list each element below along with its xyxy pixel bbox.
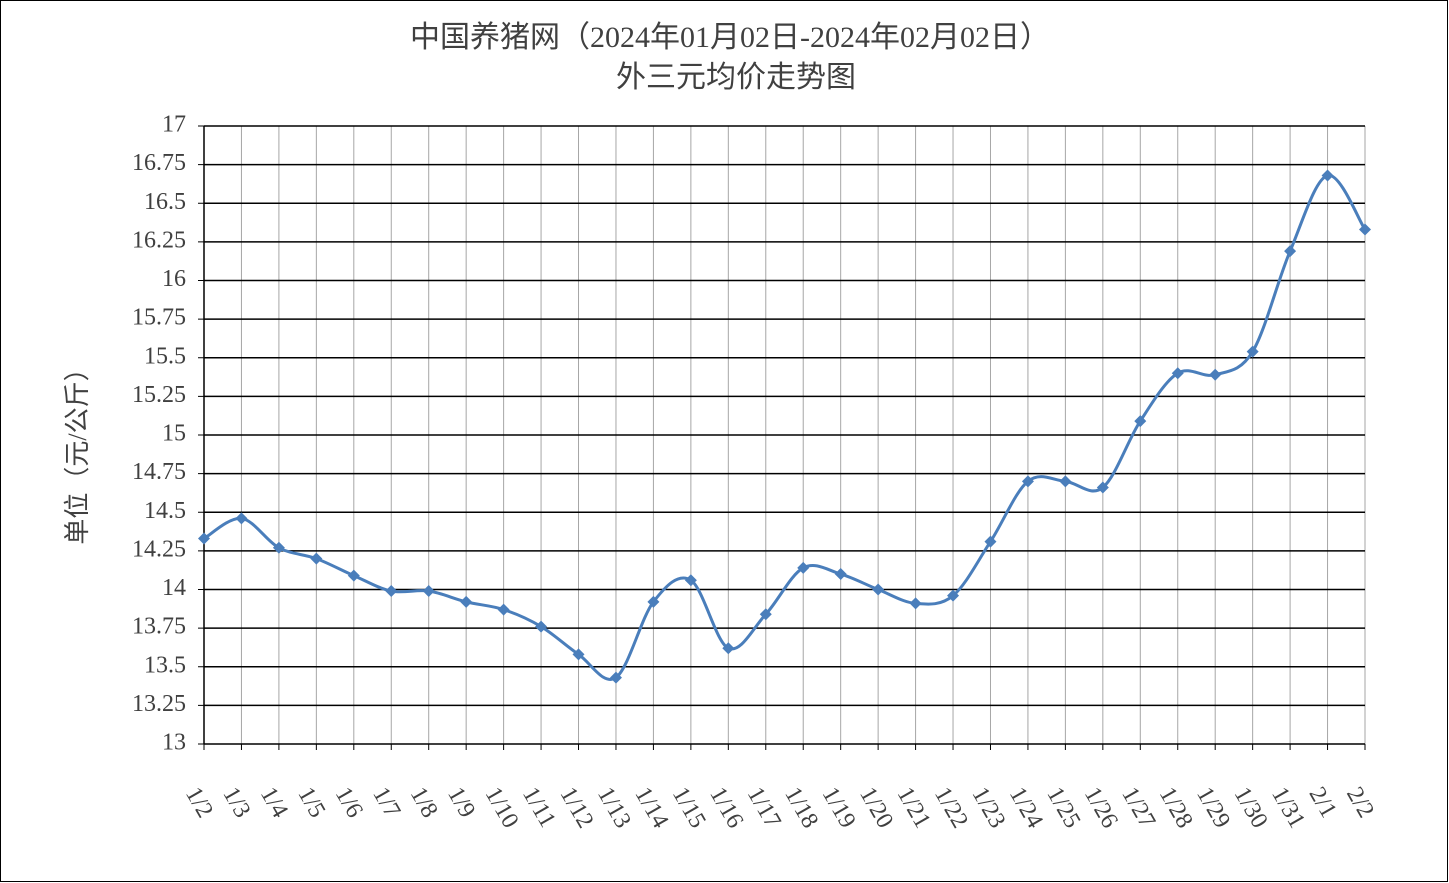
marker	[347, 569, 360, 582]
y-tick-label: 13.5	[144, 652, 186, 678]
marker	[1359, 223, 1371, 236]
y-tick-label: 16.5	[144, 189, 186, 215]
marker	[684, 574, 697, 587]
marker	[609, 671, 622, 684]
marker	[1021, 475, 1034, 488]
marker	[1321, 169, 1334, 182]
marker	[572, 648, 585, 661]
y-tick-label: 17	[162, 112, 186, 138]
marker	[647, 595, 660, 608]
marker	[1209, 368, 1222, 381]
y-tick-label: 15	[162, 421, 186, 447]
chart-subtitle: 外三元均价走势图	[616, 61, 856, 94]
marker	[722, 642, 735, 655]
y-tick-label: 16	[162, 266, 186, 292]
y-tick-label: 13.25	[132, 691, 186, 717]
marker	[198, 532, 210, 545]
y-tick-label: 15.75	[132, 305, 186, 331]
y-tick-label: 14.5	[144, 498, 186, 524]
marker	[984, 535, 997, 548]
marker	[497, 603, 510, 616]
y-tick-label: 16.25	[132, 227, 186, 253]
y-tick-label: 13	[162, 730, 186, 756]
marker	[422, 585, 435, 598]
y-tick-label: 14	[162, 575, 186, 601]
line	[203, 173, 1367, 681]
marker	[460, 595, 473, 608]
y-tick-label: 15.5	[144, 343, 186, 369]
marker	[235, 512, 248, 525]
marker	[1284, 245, 1297, 258]
marker	[797, 561, 810, 574]
marker	[759, 608, 772, 621]
marker	[1059, 475, 1072, 488]
y-tick-label: 15.25	[132, 382, 186, 408]
marker	[947, 589, 960, 602]
marker	[385, 585, 398, 598]
marker	[834, 568, 847, 581]
y-tick-label: 13.75	[132, 614, 186, 640]
y-tick-label: 14.25	[132, 536, 186, 562]
y-axis-label: 单位（元/公斤）	[63, 355, 92, 544]
marker	[1246, 345, 1259, 358]
marker	[535, 620, 548, 633]
chart-title: 中国养猪网（2024年01月02日-2024年02月02日）	[410, 21, 1050, 54]
y-tick-label: 14.75	[132, 459, 186, 485]
y-tick-label: 16.75	[132, 150, 186, 176]
marker	[1171, 367, 1184, 380]
marker	[872, 583, 885, 596]
marker	[1134, 415, 1147, 428]
marker	[1096, 481, 1109, 494]
marker	[310, 552, 323, 565]
marker	[272, 541, 285, 554]
marker	[909, 597, 922, 610]
